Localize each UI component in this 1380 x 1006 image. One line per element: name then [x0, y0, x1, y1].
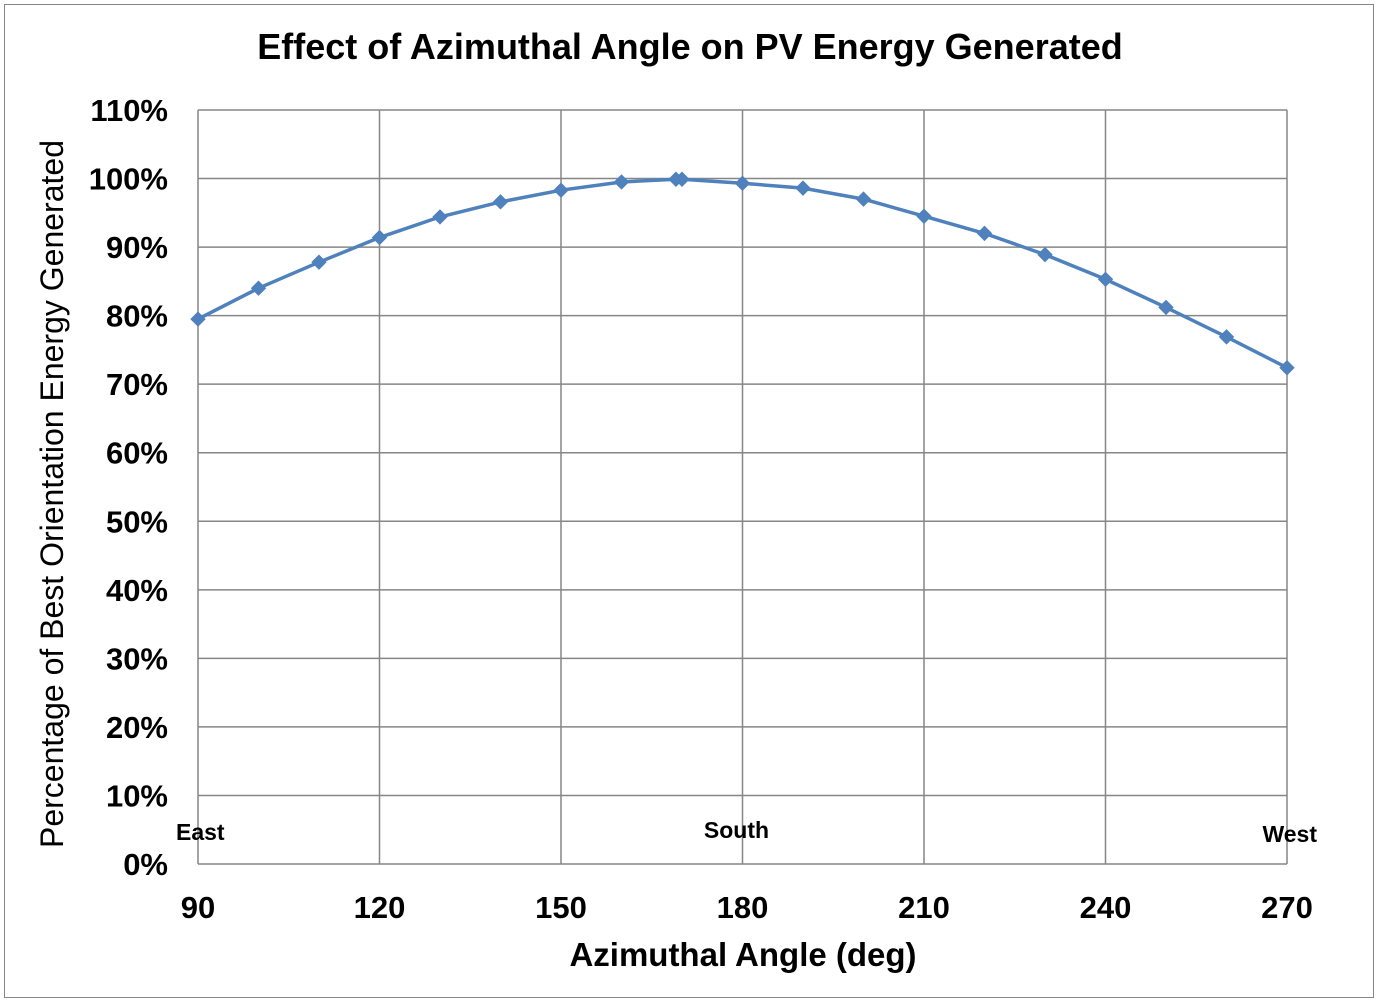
y-axis-ticks: 0% 10% 20% 30% 40% 50% 60% 70% 80% 90% 100% 110% [89, 93, 168, 882]
gridlines [197, 109, 1288, 865]
annotation-label: South [704, 817, 769, 843]
y-tick-label: 60% [106, 436, 168, 471]
data-point-marker [916, 208, 932, 224]
annotation-label: East [176, 819, 225, 845]
data-point-marker [1218, 329, 1235, 345]
data-point-marker [311, 254, 327, 270]
y-tick-label: 40% [106, 573, 168, 608]
y-tick-label: 110% [90, 93, 168, 128]
data-point-marker [432, 209, 448, 225]
data-point-marker [1037, 246, 1053, 263]
data-point-marker [1279, 360, 1295, 376]
x-tick-label: 270 [1261, 890, 1313, 925]
y-tick-label: 0% [123, 847, 168, 882]
chart-frame [4, 4, 1374, 998]
annotation-label: West [1262, 821, 1317, 847]
x-tick-label: 180 [717, 890, 769, 925]
data-point-marker [855, 191, 872, 207]
y-tick-label: 20% [106, 710, 168, 745]
data-series [190, 171, 1295, 376]
x-tick-label: 90 [181, 890, 215, 925]
y-tick-label: 10% [106, 778, 168, 813]
y-tick-label: 80% [106, 299, 168, 334]
series-line [197, 177, 1288, 370]
direction-annotations: East South West [176, 817, 1317, 847]
data-point-marker [734, 175, 751, 192]
chart-title: Effect of Azimuthal Angle on PV Energy G… [257, 26, 1122, 67]
x-tick-label: 120 [354, 890, 406, 925]
y-tick-label: 90% [106, 230, 168, 265]
x-tick-label: 240 [1080, 890, 1132, 925]
data-point-marker [492, 194, 509, 210]
data-point-marker [553, 182, 569, 198]
data-point-marker [976, 225, 993, 242]
x-axis-ticks: 90 120 150 180 210 240 270 [181, 890, 1313, 925]
x-tick-label: 210 [898, 890, 950, 925]
data-point-marker [613, 174, 630, 190]
y-tick-label: 50% [106, 504, 168, 539]
data-point-marker [795, 180, 811, 196]
data-point-marker [674, 171, 690, 187]
data-point-marker [190, 311, 206, 327]
x-tick-label: 150 [535, 890, 587, 925]
y-axis-title: Percentage of Best Orientation Energy Ge… [34, 140, 70, 848]
y-tick-label: 100% [89, 162, 168, 197]
data-point-marker [1097, 271, 1114, 288]
data-point-marker [1158, 299, 1174, 316]
y-tick-label: 70% [106, 367, 168, 402]
x-axis-title: Azimuthal Angle (deg) [569, 936, 916, 973]
y-tick-label: 30% [106, 641, 168, 676]
data-point-marker [250, 280, 267, 296]
data-point-marker [371, 229, 388, 246]
